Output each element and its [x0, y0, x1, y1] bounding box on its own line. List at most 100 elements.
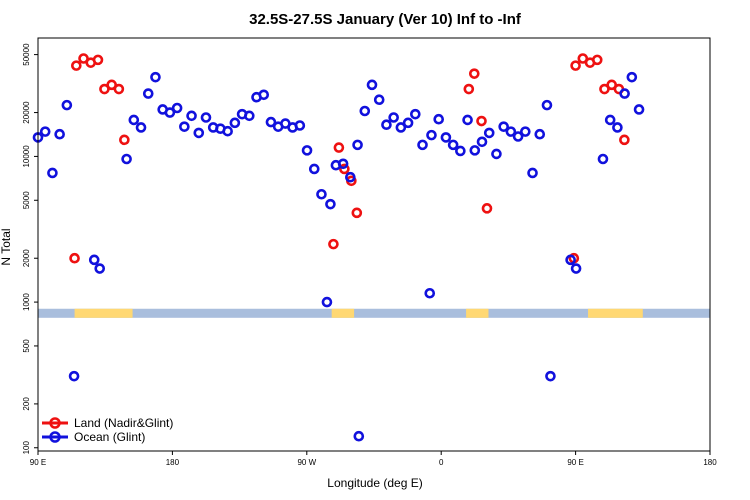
data-point: [373, 94, 385, 106]
data-point: [481, 203, 493, 214]
data-point: [229, 117, 241, 129]
x-tick-label: 180: [166, 458, 180, 467]
data-point: [337, 158, 349, 170]
data-point: [68, 370, 80, 382]
data-point: [491, 148, 502, 160]
data-point: [244, 110, 255, 122]
data-point: [483, 127, 495, 139]
data-point: [54, 128, 65, 140]
data-point: [599, 83, 610, 95]
data-point: [179, 121, 190, 132]
data-point: [433, 113, 445, 125]
data-point: [359, 105, 371, 117]
data-point: [61, 99, 73, 111]
y-tick-label: 50000: [22, 43, 31, 66]
data-point: [121, 153, 132, 165]
data-point: [570, 263, 582, 274]
data-point: [222, 125, 233, 137]
x-tick-label: 180: [703, 458, 717, 467]
ocean-band: [38, 308, 710, 318]
data-point: [71, 60, 82, 71]
legend-marker-ocean: [49, 431, 61, 443]
data-point: [591, 54, 603, 66]
data-point: [476, 136, 488, 148]
data-point: [92, 54, 104, 66]
data-point: [94, 263, 106, 274]
data-point: [186, 110, 197, 122]
data-point: [604, 114, 616, 126]
y-tick-label: 5000: [22, 191, 31, 209]
data-point: [113, 83, 125, 95]
x-tick-label: 90 E: [30, 458, 46, 467]
data-point: [545, 370, 556, 382]
data-point: [626, 71, 638, 83]
data-point: [469, 145, 481, 156]
surface-band: [38, 308, 710, 318]
data-point: [455, 145, 466, 157]
data-point: [265, 116, 277, 128]
data-point: [150, 71, 161, 83]
x-axis-label: Longitude (deg E): [327, 476, 422, 490]
data-point: [597, 153, 609, 165]
legend: Land (Nadir&Glint) Ocean (Glint): [42, 416, 173, 444]
data-point: [294, 120, 306, 131]
data-point: [520, 126, 531, 137]
y-tick-label: 20000: [22, 101, 31, 124]
data-point: [47, 167, 58, 179]
land-segment: [588, 308, 643, 318]
data-point: [200, 112, 212, 123]
x-tick-label: 90 W: [297, 458, 316, 467]
legend-label-ocean: Ocean (Glint): [74, 430, 145, 444]
data-point: [633, 104, 645, 115]
data-point: [258, 89, 270, 101]
data-point: [106, 79, 117, 91]
series-ocean: [32, 71, 645, 442]
data-point: [39, 126, 51, 137]
y-tick-label: 10000: [22, 145, 31, 168]
y-axis-label: N Total: [0, 228, 13, 265]
legend-marker-land: [49, 417, 61, 429]
data-point: [193, 127, 205, 139]
data-point: [498, 121, 509, 132]
data-point: [410, 108, 421, 120]
land-segment: [74, 308, 133, 318]
data-point: [351, 207, 363, 219]
data-point: [565, 254, 576, 266]
data-point: [164, 107, 176, 118]
data-point: [512, 131, 524, 142]
y-tick-label: 1000: [22, 293, 31, 311]
data-point: [69, 252, 80, 264]
data-point: [541, 99, 553, 111]
data-point: [619, 134, 630, 146]
data-point: [325, 198, 336, 210]
data-points: [32, 53, 645, 442]
x-tick-label: 0: [439, 458, 444, 467]
data-point: [88, 254, 100, 266]
chart-title: 32.5S-27.5S January (Ver 10) Inf to -Inf: [249, 11, 522, 28]
data-point: [395, 122, 407, 133]
data-point: [476, 115, 487, 127]
series-land: [69, 53, 630, 264]
data-point: [570, 60, 581, 71]
data-point: [381, 119, 392, 131]
land-segment: [331, 308, 355, 318]
data-point: [142, 88, 154, 99]
data-point: [333, 142, 345, 153]
y-tick-label: 100: [22, 441, 31, 455]
data-point: [135, 122, 147, 133]
data-point: [462, 114, 473, 126]
land-segment: [466, 308, 489, 318]
y-tick-label: 200: [22, 397, 31, 411]
axes: 90 E 180 90 W 0 90 E 180 100 200 500 1000 2000 5000…: [22, 43, 717, 467]
data-point: [469, 68, 480, 79]
data-point: [619, 88, 630, 99]
legend-label-land: Land (Nadir&Glint): [74, 416, 173, 430]
data-point: [308, 163, 320, 175]
data-point: [447, 139, 459, 151]
data-point: [606, 79, 617, 91]
data-point: [119, 134, 130, 146]
y-tick-label: 500: [22, 339, 31, 353]
plot-frame: [37, 37, 711, 452]
data-point: [316, 188, 327, 200]
x-tick-label: 90 E: [567, 458, 583, 467]
